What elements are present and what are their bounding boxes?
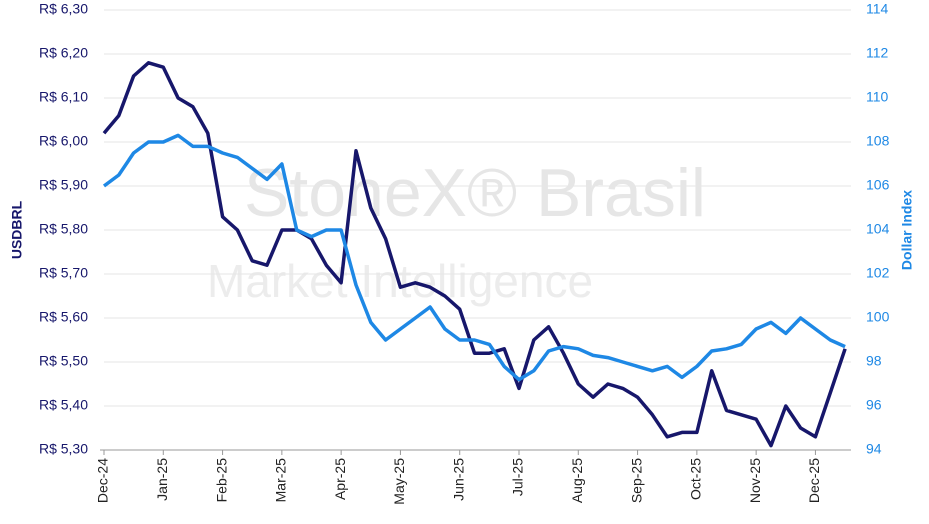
y2-tick-label: 104 — [866, 221, 890, 237]
x-tick-label: Nov-25 — [747, 458, 763, 503]
y-tick-label: R$ 5,30 — [39, 441, 88, 457]
y2-tick-label: 112 — [866, 45, 889, 61]
x-tick-label: Mar-25 — [273, 458, 289, 503]
y-tick-label: R$ 5,60 — [39, 309, 88, 325]
y2-tick-label: 110 — [866, 89, 889, 105]
x-tick-label: May-25 — [391, 458, 407, 505]
y-tick-label: R$ 6,00 — [39, 133, 88, 149]
y2-tick-label: 108 — [866, 133, 890, 149]
watermark: StoneX® Brasil — [244, 155, 706, 231]
x-tick-label: Dec-25 — [806, 458, 822, 503]
x-tick-label: Apr-25 — [332, 458, 348, 500]
x-tick-label: Aug-25 — [569, 458, 585, 503]
y-axis-label: USDBRL — [9, 200, 25, 259]
y-tick-label: R$ 5,50 — [39, 353, 88, 369]
y-tick-label: R$ 5,70 — [39, 265, 88, 281]
y2-tick-label: 100 — [866, 309, 890, 325]
y2-tick-label: 98 — [866, 353, 882, 369]
y-tick-label: R$ 5,80 — [39, 221, 88, 237]
y2-tick-label: 114 — [866, 1, 889, 17]
y2-tick-label: 94 — [866, 441, 882, 457]
y2-axis-label: Dollar Index — [899, 190, 915, 270]
y2-tick-label: 106 — [866, 177, 890, 193]
x-tick-label: Oct-25 — [688, 458, 704, 500]
x-tick-label: Jan-25 — [154, 458, 170, 501]
x-tick-label: Jul-25 — [510, 458, 526, 496]
x-tick-label: Dec-24 — [95, 458, 111, 503]
x-tick-label: Feb-25 — [213, 458, 229, 503]
y-tick-label: R$ 6,10 — [39, 89, 88, 105]
y-tick-label: R$ 5,40 — [39, 397, 88, 413]
x-tick-label: Jun-25 — [450, 458, 466, 501]
y-tick-label: R$ 6,30 — [39, 1, 88, 17]
series-line — [102, 61, 847, 448]
y-tick-label: R$ 5,90 — [39, 177, 88, 193]
x-tick-label: Sep-25 — [628, 458, 644, 503]
y2-tick-label: 102 — [866, 265, 890, 281]
series-line — [102, 133, 846, 382]
y2-tick-label: 96 — [866, 397, 882, 413]
y-tick-label: R$ 6,20 — [39, 45, 88, 61]
